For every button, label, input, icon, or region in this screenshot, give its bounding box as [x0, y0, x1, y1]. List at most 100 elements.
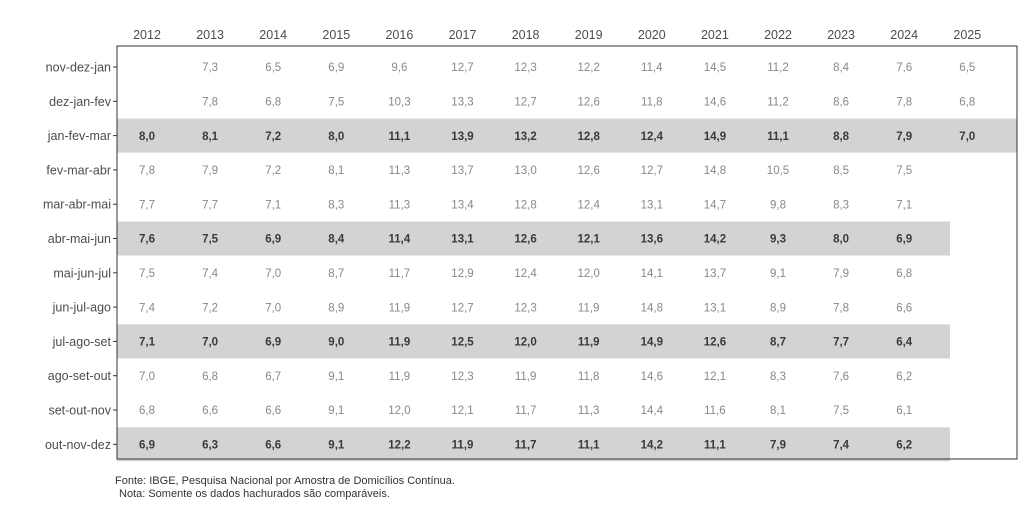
highlight-band-out-nov-dez — [117, 427, 950, 462]
cell-out-nov-dez-2020: 14,2 — [641, 440, 663, 452]
cell-jul-ago-set-2014: 6,9 — [265, 337, 281, 349]
highlight-bands — [117, 118, 1017, 462]
cell-jul-ago-set-2024: 6,4 — [896, 337, 913, 349]
cell-jun-jul-ago-2022: 8,9 — [770, 302, 786, 314]
cell-abr-mai-jun-2015: 8,4 — [328, 234, 345, 246]
cell-jun-jul-ago-2016: 11,9 — [389, 302, 411, 314]
row-label-set-out-nov: set-out-nov — [48, 404, 111, 418]
cell-set-out-nov-2021: 11,6 — [704, 405, 726, 417]
cell-jul-ago-set-2015: 9,0 — [328, 337, 344, 349]
cell-jul-ago-set-2016: 11,9 — [389, 337, 411, 349]
cell-abr-mai-jun-2014: 6,9 — [265, 234, 281, 246]
panel-border — [116, 45, 1018, 460]
cell-fev-mar-abr-2014: 7,2 — [265, 165, 281, 177]
cell-jun-jul-ago-2015: 8,9 — [328, 302, 344, 314]
cell-mai-jun-jul-2014: 7,0 — [265, 268, 281, 280]
cell-mar-abr-mai-2021: 14,7 — [704, 199, 726, 211]
year-label-2020: 2020 — [638, 28, 666, 42]
cell-ago-set-out-2022: 8,3 — [770, 371, 786, 383]
cell-dez-jan-fev-2019: 12,6 — [578, 97, 600, 109]
cell-mai-jun-jul-2017: 12,9 — [451, 268, 473, 280]
cell-jan-fev-mar-2018: 13,2 — [514, 131, 536, 143]
cell-nov-dez-jan-2024: 7,6 — [896, 62, 912, 74]
cell-ago-set-out-2012: 7,0 — [139, 371, 155, 383]
cell-jul-ago-set-2012: 7,1 — [139, 337, 156, 349]
row-label-ago-set-out: ago-set-out — [48, 369, 112, 383]
cell-fev-mar-abr-2017: 13,7 — [451, 165, 473, 177]
year-label-2016: 2016 — [385, 28, 413, 42]
cell-mai-jun-jul-2013: 7,4 — [202, 268, 219, 280]
cell-jun-jul-ago-2024: 6,6 — [896, 302, 912, 314]
cell-set-out-nov-2019: 11,3 — [578, 405, 600, 417]
highlight-band-jan-fev-mar — [117, 118, 1017, 153]
cell-dez-jan-fev-2013: 7,8 — [202, 97, 218, 109]
cell-jun-jul-ago-2019: 11,9 — [578, 302, 600, 314]
cell-jul-ago-set-2020: 14,9 — [641, 337, 663, 349]
cell-mar-abr-mai-2020: 13,1 — [641, 199, 663, 211]
row-label-fev-mar-abr: fev-mar-abr — [46, 163, 111, 177]
cell-dez-jan-fev-2020: 11,8 — [641, 97, 663, 109]
cell-jun-jul-ago-2014: 7,0 — [265, 302, 281, 314]
comparability-note: Nota: Somente os dados hachurados são co… — [119, 488, 390, 500]
cell-dez-jan-fev-2023: 8,6 — [833, 97, 849, 109]
cell-fev-mar-abr-2022: 10,5 — [767, 165, 789, 177]
cell-jan-fev-mar-2013: 8,1 — [202, 131, 219, 143]
cell-jan-fev-mar-2014: 7,2 — [265, 131, 281, 143]
year-label-2019: 2019 — [575, 28, 603, 42]
cell-jul-ago-set-2019: 11,9 — [578, 337, 600, 349]
row-label-mar-abr-mai: mar-abr-mai — [43, 198, 111, 212]
cell-ago-set-out-2017: 12,3 — [451, 371, 473, 383]
cell-fev-mar-abr-2024: 7,5 — [896, 165, 912, 177]
row-ticks — [113, 66, 117, 445]
cell-abr-mai-jun-2024: 6,9 — [896, 234, 912, 246]
cell-mai-jun-jul-2022: 9,1 — [770, 268, 786, 280]
cell-set-out-nov-2018: 11,7 — [515, 405, 537, 417]
cell-dez-jan-fev-2024: 7,8 — [896, 97, 912, 109]
year-label-2015: 2015 — [322, 28, 350, 42]
cell-out-nov-dez-2012: 6,9 — [139, 440, 155, 452]
cell-jun-jul-ago-2017: 12,7 — [451, 302, 473, 314]
cell-nov-dez-jan-2020: 11,4 — [641, 62, 663, 74]
cell-out-nov-dez-2023: 7,4 — [833, 440, 850, 452]
cell-dez-jan-fev-2014: 6,8 — [265, 97, 281, 109]
row-label-out-nov-dez: out-nov-dez — [45, 438, 111, 452]
cell-fev-mar-abr-2020: 12,7 — [641, 165, 663, 177]
cell-mai-jun-jul-2021: 13,7 — [704, 268, 726, 280]
cell-ago-set-out-2023: 7,6 — [833, 371, 849, 383]
row-label-abr-mai-jun: abr-mai-jun — [48, 232, 111, 246]
cell-mai-jun-jul-2016: 11,7 — [389, 268, 411, 280]
cell-fev-mar-abr-2012: 7,8 — [139, 165, 155, 177]
cell-fev-mar-abr-2023: 8,5 — [833, 165, 849, 177]
year-label-2017: 2017 — [449, 28, 477, 42]
cell-ago-set-out-2021: 12,1 — [704, 371, 726, 383]
cell-mar-abr-mai-2014: 7,1 — [265, 199, 281, 211]
cell-jan-fev-mar-2016: 11,1 — [389, 131, 411, 143]
cell-nov-dez-jan-2025: 6,5 — [959, 62, 975, 74]
cell-mar-abr-mai-2017: 13,4 — [451, 199, 474, 211]
cell-fev-mar-abr-2021: 14,8 — [704, 165, 726, 177]
cell-jul-ago-set-2021: 12,6 — [704, 337, 726, 349]
cell-ago-set-out-2014: 6,7 — [265, 371, 281, 383]
cell-set-out-nov-2014: 6,6 — [265, 405, 281, 417]
cell-out-nov-dez-2019: 11,1 — [578, 440, 600, 452]
cell-mar-abr-mai-2018: 12,8 — [514, 199, 536, 211]
cell-mai-jun-jul-2020: 14,1 — [641, 268, 663, 280]
cell-jun-jul-ago-2018: 12,3 — [514, 302, 536, 314]
cell-abr-mai-jun-2019: 12,1 — [578, 234, 601, 246]
cell-abr-mai-jun-2022: 9,3 — [770, 234, 786, 246]
cell-set-out-nov-2013: 6,6 — [202, 405, 218, 417]
cell-fev-mar-abr-2013: 7,9 — [202, 165, 218, 177]
cell-fev-mar-abr-2019: 12,6 — [578, 165, 600, 177]
cell-jul-ago-set-2013: 7,0 — [202, 337, 218, 349]
cell-set-out-nov-2023: 7,5 — [833, 405, 849, 417]
cell-mai-jun-jul-2024: 6,8 — [896, 268, 912, 280]
cell-ago-set-out-2020: 14,6 — [641, 371, 663, 383]
cell-dez-jan-fev-2025: 6,8 — [959, 97, 975, 109]
cell-nov-dez-jan-2023: 8,4 — [833, 62, 850, 74]
cell-mar-abr-mai-2013: 7,7 — [202, 199, 218, 211]
cell-jul-ago-set-2018: 12,0 — [514, 337, 536, 349]
row-label-jul-ago-set: jul-ago-set — [52, 335, 112, 349]
cell-out-nov-dez-2018: 11,7 — [515, 440, 537, 452]
cell-jun-jul-ago-2012: 7,4 — [139, 302, 156, 314]
cell-nov-dez-jan-2022: 11,2 — [767, 62, 789, 74]
